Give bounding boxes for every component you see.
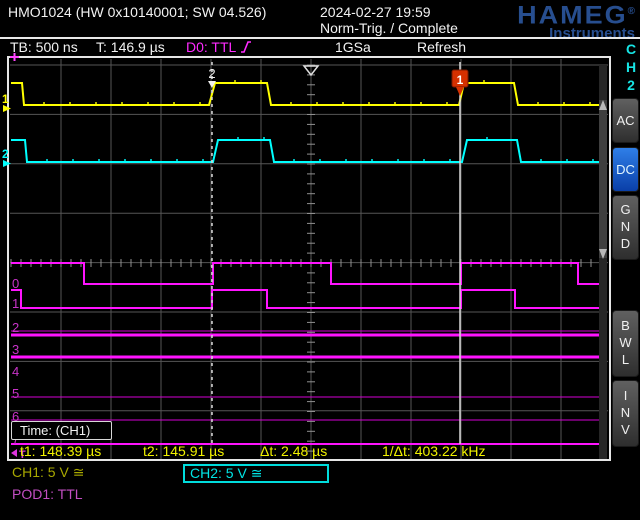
trigger-position-marker — [302, 65, 320, 77]
digital-label-4: 4 — [12, 364, 19, 379]
acquisition-mode-readout: Refresh — [417, 39, 467, 55]
device-model: HMO1024 (HW 0x10140001; SW 04.526) — [8, 4, 267, 20]
header-divider — [0, 37, 640, 39]
timebase-readout: TB: 500 ns — [10, 39, 78, 55]
ch1-status[interactable]: CH1: 5 V ≅ — [12, 464, 85, 480]
rising-slope-icon — [240, 41, 251, 53]
softkey-dc[interactable]: DC — [612, 147, 639, 192]
pod1-status[interactable]: POD1: TTL — [12, 486, 83, 502]
channel-ref-label-2: 2 — [2, 147, 9, 161]
trigger-source-readout: D0: TTL — [186, 39, 252, 55]
measurement-t1: t1: 148.39 µs — [20, 443, 102, 459]
digital-label-0: 0 — [12, 276, 19, 291]
trigger-time-readout: T: 146.9 µs — [96, 39, 165, 55]
digital-label-3: 3 — [12, 342, 19, 357]
softkey-inv[interactable]: INV — [612, 380, 639, 447]
scrollbar-thumb — [599, 100, 607, 258]
scroll-down-marker — [599, 249, 607, 259]
measurement-dt: Δt: 2.48 µs — [260, 443, 328, 459]
ch2-status-selected[interactable]: CH2: 5 V ≅ — [183, 464, 329, 483]
softkey-ac[interactable]: AC — [612, 98, 639, 143]
cursor-label-arrow — [208, 81, 216, 88]
sidebar-channel-label: CH2 — [623, 41, 639, 95]
trace-d1 — [11, 289, 604, 309]
softkey-gnd[interactable]: GND — [612, 195, 639, 260]
measurement-panel-title: Time: (CH1) — [11, 421, 112, 440]
logo-text: HAMEG — [517, 1, 628, 29]
logo-registered-mark: ® — [627, 6, 635, 17]
scroll-up-marker — [599, 100, 607, 110]
graticule-border — [7, 56, 611, 461]
sample-rate-readout: 1GSa — [335, 39, 371, 55]
trigger-source-text: D0: TTL — [186, 39, 236, 55]
trigger-level-arrow — [11, 449, 17, 457]
trace-ch1 — [11, 82, 599, 106]
trigger-status: Norm-Trig. / Complete — [320, 20, 458, 36]
datetime: 2024-02-27 19:59 — [320, 4, 431, 20]
measurement-inv-dt: 1/Δt: 403.22 kHz — [382, 443, 486, 459]
digital-label-2: 2 — [12, 320, 19, 335]
digital-label-1: 1 — [12, 296, 19, 311]
trigger-level-t-label: T — [19, 449, 26, 461]
channel-ref-arrow-2 — [3, 160, 11, 167]
scrollbar-track — [599, 65, 607, 460]
cursor-label-1: 1 — [457, 73, 464, 87]
cursor-flag-tip — [456, 87, 464, 96]
channel-ref-arrow-1 — [3, 105, 11, 112]
softkey-bwl[interactable]: BWL — [612, 310, 639, 377]
channel-ref-label-1: 1 — [2, 92, 9, 106]
trace-d0 — [11, 262, 604, 285]
trace-ch2 — [11, 139, 599, 163]
measurement-t2: t2: 145.91 µs — [143, 443, 225, 459]
cursor-label-2: 2 — [208, 66, 215, 81]
digital-label-5: 5 — [12, 386, 19, 401]
digital-label-6: 6 — [12, 409, 19, 424]
